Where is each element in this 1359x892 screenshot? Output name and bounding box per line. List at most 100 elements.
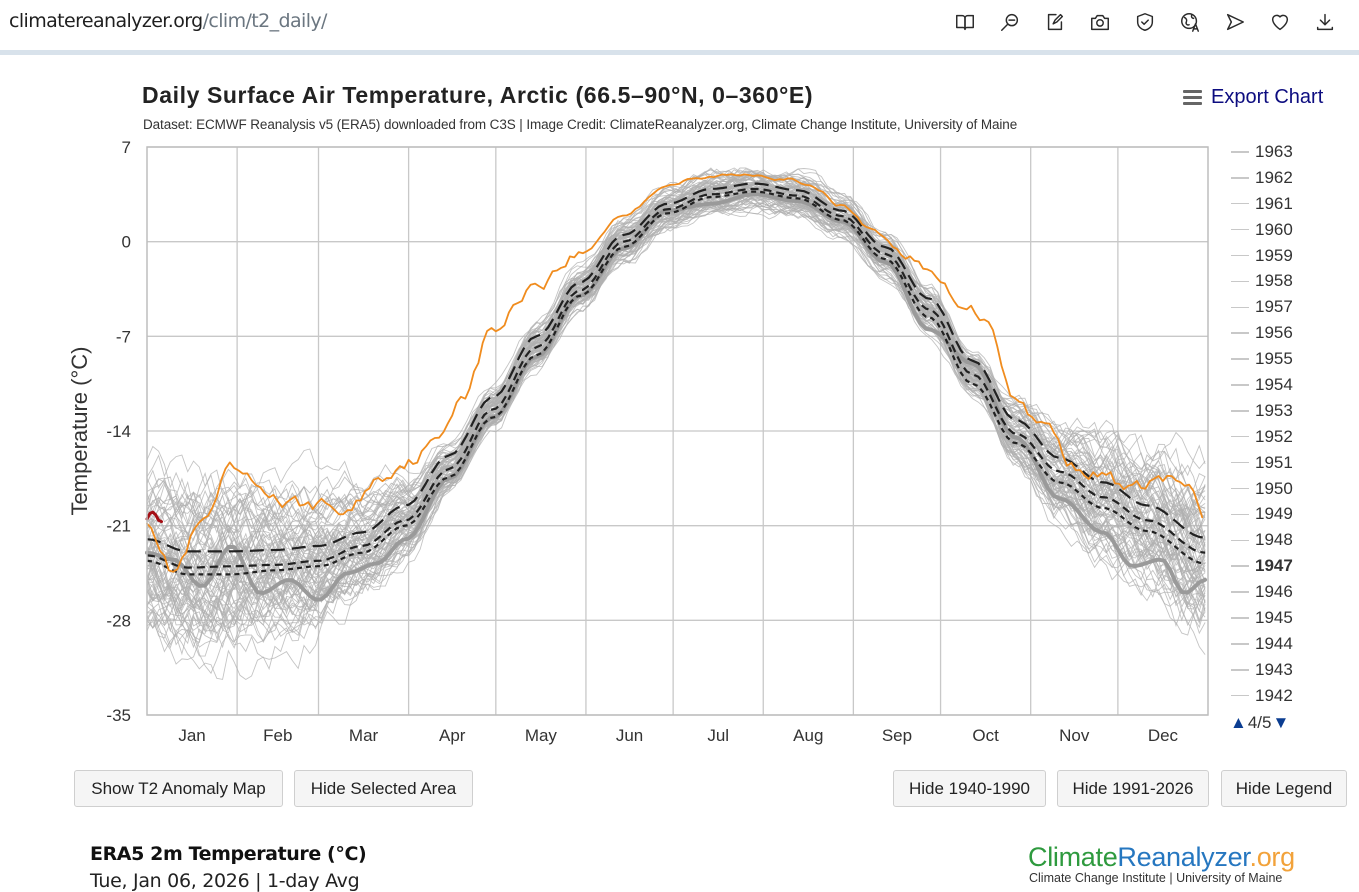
- legend-item[interactable]: 1945: [1228, 605, 1348, 631]
- y-tick-label: -14: [106, 422, 131, 441]
- x-tick-label: May: [525, 726, 558, 745]
- y-tick-label: -7: [116, 327, 131, 346]
- legend-swatch: [1231, 358, 1249, 360]
- year-line: [146, 184, 1206, 542]
- legend-swatch: [1231, 461, 1249, 464]
- legend-item[interactable]: 1946: [1228, 579, 1348, 605]
- axes: [146, 146, 1209, 716]
- legend-item[interactable]: 1950: [1228, 476, 1348, 502]
- legend-label: 1945: [1255, 607, 1293, 627]
- hide-selected-area-button[interactable]: Hide Selected Area: [294, 770, 473, 807]
- legend-label: 1942: [1255, 685, 1293, 705]
- x-tick-label: Jun: [616, 726, 643, 745]
- year-line: [146, 175, 1206, 574]
- legend-item[interactable]: 1947: [1228, 553, 1348, 579]
- favorite-heart-icon[interactable]: [1257, 8, 1302, 36]
- shield-check-icon[interactable]: [1122, 8, 1167, 36]
- chart-title: Daily Surface Air Temperature, Arctic (6…: [142, 82, 814, 108]
- legend-item[interactable]: 1963: [1228, 139, 1348, 165]
- legend-item[interactable]: 1955: [1228, 346, 1348, 372]
- series-1979-2000-mean: [146, 187, 1206, 569]
- legend-label: 1960: [1255, 219, 1293, 239]
- send-icon[interactable]: [1212, 8, 1257, 36]
- legend-swatch: [1231, 228, 1249, 231]
- url-field[interactable]: climatereanalyzer.org/clim/t2_daily/: [9, 10, 327, 32]
- legend-item[interactable]: 1962: [1228, 165, 1348, 191]
- legend-label: 1955: [1255, 349, 1293, 369]
- export-chart-button[interactable]: Export Chart: [1183, 86, 1323, 109]
- show-anomaly-map-button[interactable]: Show T2 Anomaly Map: [74, 770, 283, 807]
- x-tick-label: Jul: [707, 726, 729, 745]
- legend-swatch: [1231, 643, 1249, 645]
- year-line: [146, 179, 1206, 645]
- chart-subtitle: Dataset: ECMWF Reanalysis v5 (ERA5) down…: [143, 117, 1018, 132]
- export-chart-label: Export Chart: [1211, 86, 1324, 108]
- reader-view-icon[interactable]: [942, 8, 987, 36]
- legend-label: 1951: [1255, 452, 1293, 472]
- year-line: [146, 183, 1206, 619]
- legend-label: 1956: [1255, 323, 1293, 343]
- x-tick-label: Oct: [972, 726, 999, 745]
- legend-swatch: [1231, 384, 1249, 386]
- year-line: [146, 168, 1206, 534]
- legend-item[interactable]: 1943: [1228, 657, 1348, 683]
- legend-item[interactable]: 1944: [1228, 631, 1348, 657]
- legend-item[interactable]: 1951: [1228, 450, 1348, 476]
- year-line: [146, 182, 1206, 589]
- legend-item[interactable]: 1961: [1228, 191, 1348, 217]
- x-tick-label: Apr: [439, 726, 466, 745]
- series-1940-1980-mean: [146, 190, 1206, 576]
- legend-item[interactable]: 1953: [1228, 398, 1348, 424]
- logo-subtitle: Climate Change Institute | University of…: [1029, 871, 1283, 885]
- legend-item[interactable]: 1948: [1228, 527, 1348, 553]
- hide-legend-button[interactable]: Hide Legend: [1221, 770, 1347, 807]
- legend-label: 1959: [1255, 245, 1293, 265]
- year-line: [146, 185, 1206, 603]
- browser-toolbar: [942, 8, 1347, 36]
- browser-address-bar: climatereanalyzer.org/clim/t2_daily/: [0, 0, 1359, 50]
- x-tick-label: Dec: [1148, 726, 1179, 745]
- legend-swatch: [1231, 487, 1249, 490]
- legend-swatch: [1231, 435, 1249, 438]
- legend-pager: ▲ 4/5 ▼: [1230, 713, 1289, 733]
- zoom-out-icon[interactable]: [987, 8, 1032, 36]
- legend-item[interactable]: 1957: [1228, 294, 1348, 320]
- legend-swatch: [1231, 410, 1249, 412]
- hamburger-menu-icon: [1183, 90, 1202, 105]
- legend-item[interactable]: 1958: [1228, 268, 1348, 294]
- legend-item[interactable]: 1942: [1228, 683, 1348, 709]
- legend-item[interactable]: 1959: [1228, 243, 1348, 269]
- legend-page-up-icon[interactable]: ▲: [1230, 713, 1247, 732]
- climatereanalyzer-logo[interactable]: ClimateReanalyzer.org Climate Change Ins…: [1028, 842, 1295, 885]
- edit-pin-icon[interactable]: [1032, 8, 1077, 36]
- legend-label: 1950: [1255, 478, 1293, 498]
- y-tick-label: 7: [122, 138, 131, 157]
- download-icon[interactable]: [1302, 8, 1347, 36]
- chart-legend: 1963 1962 1961 1960 1959 1958 1957 1956 1955 1954…: [1228, 139, 1348, 709]
- x-tick-label: Feb: [263, 726, 292, 745]
- legend-item[interactable]: 1952: [1228, 424, 1348, 450]
- series-2026: [145, 510, 163, 524]
- legend-item[interactable]: 1954: [1228, 372, 1348, 398]
- screenshot-camera-icon[interactable]: [1077, 8, 1122, 36]
- legend-item[interactable]: 1956: [1228, 320, 1348, 346]
- y-tick-label: -21: [106, 517, 131, 536]
- legend-item[interactable]: 1949: [1228, 501, 1348, 527]
- logo-text-reanalyzer: Reanalyzer: [1117, 842, 1250, 872]
- year-line: [146, 184, 1206, 603]
- year-line: [146, 172, 1206, 576]
- legend-swatch: [1231, 539, 1249, 542]
- legend-label: 1958: [1255, 271, 1293, 291]
- legend-swatch: [1231, 306, 1249, 309]
- legend-label: 1961: [1255, 193, 1293, 213]
- y-tick-label: 0: [122, 233, 131, 252]
- x-axis-ticks: Jan Feb Mar Apr May Jun Jul Aug Sep Oct Nov Dec: [178, 726, 1178, 745]
- legend-item[interactable]: 1960: [1228, 217, 1348, 243]
- logo-text-climate: Climate: [1028, 842, 1118, 872]
- hide-1991-2026-button[interactable]: Hide 1991-2026: [1057, 770, 1209, 807]
- legend-page-down-icon[interactable]: ▼: [1272, 713, 1290, 732]
- translate-icon[interactable]: [1167, 8, 1212, 36]
- hide-1940-1990-button[interactable]: Hide 1940-1990: [893, 770, 1046, 807]
- series-lines: [145, 173, 1208, 602]
